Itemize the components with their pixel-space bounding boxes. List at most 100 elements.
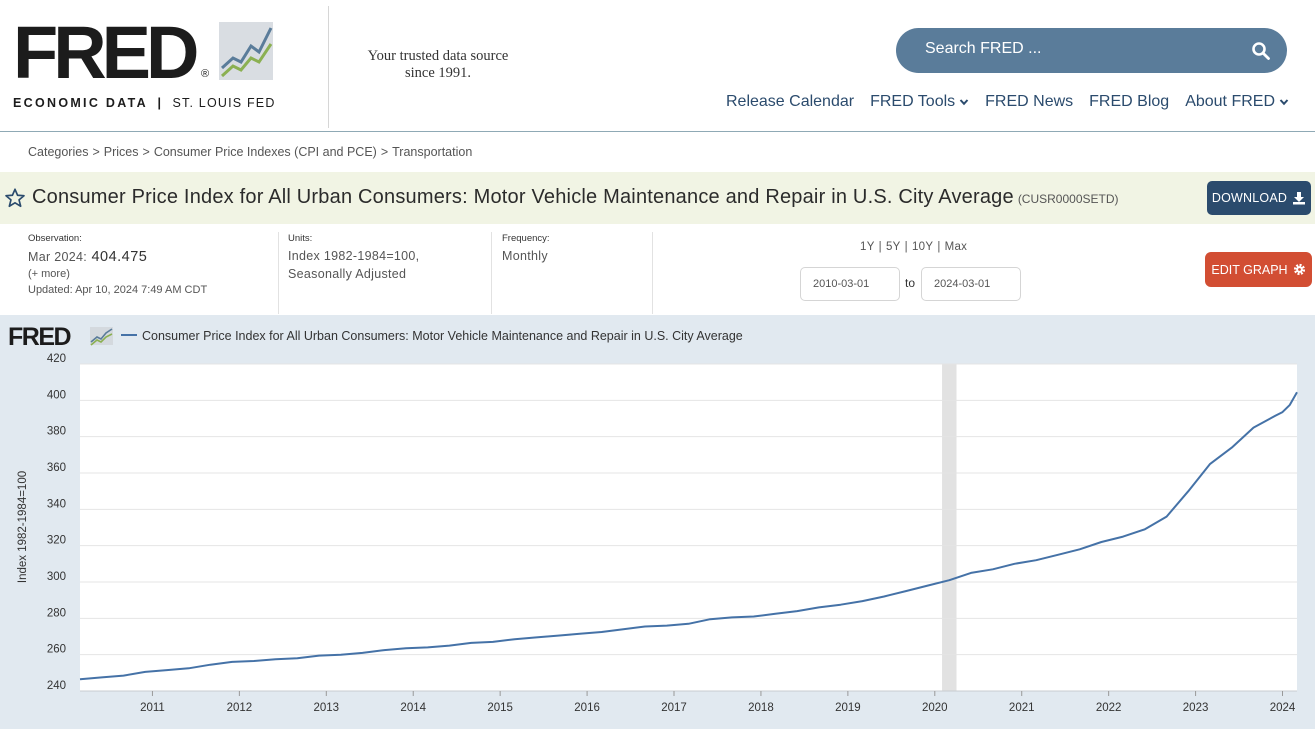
chart-logo-icon bbox=[90, 327, 113, 346]
gridlines bbox=[80, 363, 1297, 656]
range-links: 1Y | 5Y | 10Y | Max bbox=[860, 241, 967, 253]
chart-legend: Consumer Price Index for All Urban Consu… bbox=[121, 329, 743, 343]
nav-item-fred-news[interactable]: FRED News bbox=[985, 93, 1073, 111]
y-tick-label: 400 bbox=[47, 389, 66, 401]
y-axis-ticks: 240 260 280 300 320 340 360 380 400 420 bbox=[47, 353, 66, 692]
meta-divider bbox=[652, 232, 653, 314]
y-tick-label: 340 bbox=[47, 498, 66, 510]
x-axis-ticks: 2011 2012 2013 2014 2015 2016 2017 2018 2019 2020… bbox=[80, 690, 1297, 714]
tagline-line-1: Your trusted data source bbox=[367, 48, 509, 64]
chart-logo: FRED bbox=[8, 323, 113, 351]
search-input[interactable]: Search FRED ... bbox=[925, 40, 1042, 57]
x-tick-label: 2022 bbox=[1096, 702, 1122, 714]
observation-value: 404.475 bbox=[91, 249, 148, 265]
x-tick-label: 2019 bbox=[835, 702, 861, 714]
recession-shading bbox=[942, 364, 957, 691]
search-icon[interactable] bbox=[1251, 41, 1271, 61]
x-tick-label: 2015 bbox=[487, 702, 513, 714]
x-tick-label: 2014 bbox=[400, 702, 426, 714]
chart-area[interactable]: FRED Consumer Price Index for All Urban … bbox=[0, 315, 1315, 729]
x-tick-label: 2023 bbox=[1183, 702, 1209, 714]
series-id: (CUSR0000SETD) bbox=[1017, 192, 1119, 206]
breadcrumb-item[interactable]: Categories bbox=[28, 145, 89, 159]
frequency-value: Monthly bbox=[502, 249, 548, 263]
nav-item-label: FRED Tools bbox=[870, 93, 956, 110]
download-icon bbox=[1293, 192, 1306, 205]
y-axis-label: Index 1982-1984=100 bbox=[17, 471, 29, 583]
logo-wordmark: FRED bbox=[13, 11, 199, 94]
series-line-0[interactable] bbox=[79, 391, 1298, 681]
nav-item-label: About FRED bbox=[1185, 93, 1275, 110]
y-tick-label: 280 bbox=[47, 607, 66, 619]
observation-label: Observation: bbox=[28, 233, 82, 244]
logo-subtitle: ECONOMIC DATA | ST. LOUIS FED bbox=[13, 96, 276, 110]
x-tick-label: 2024 bbox=[1270, 702, 1296, 714]
y-tick-label: 360 bbox=[47, 462, 66, 474]
logo-chart-icon bbox=[219, 22, 273, 80]
breadcrumb-item[interactable]: Transportation bbox=[392, 145, 473, 159]
nav-item-about-fred[interactable]: About FRED bbox=[1185, 93, 1289, 111]
observation-line: Mar 2024: 404.475 bbox=[28, 248, 207, 266]
units-label: Units: bbox=[288, 233, 313, 244]
updated-timestamp: Updated: Apr 10, 2024 7:49 AM CDT bbox=[28, 284, 208, 296]
meta-divider bbox=[278, 232, 279, 314]
y-tick-label: 300 bbox=[47, 571, 66, 583]
nav-item-fred-tools[interactable]: FRED Tools bbox=[870, 93, 969, 111]
y-tick-label: 380 bbox=[47, 426, 66, 438]
site-header: FRED ® ECONOMIC DATA | ST. LOUIS FED You… bbox=[0, 0, 1315, 132]
chevron-down-icon bbox=[959, 99, 969, 106]
tagline-line-2: since 1991. bbox=[404, 65, 472, 81]
chart-svg[interactable]: FRED Consumer Price Index for All Urban … bbox=[0, 315, 1315, 729]
series-title: Consumer Price Index for All Urban Consu… bbox=[32, 186, 1119, 209]
breadcrumb-separator: > bbox=[380, 145, 389, 159]
nav-item-release-calendar[interactable]: Release Calendar bbox=[726, 93, 854, 111]
breadcrumb-item[interactable]: Prices bbox=[103, 145, 139, 159]
end-date-input[interactable]: 2024-03-01 bbox=[921, 267, 1021, 301]
units-block: Units: Index 1982-1984=100, Seasonally A… bbox=[288, 233, 419, 283]
breadcrumb-separator: > bbox=[142, 145, 150, 159]
range-link-max[interactable]: Max bbox=[944, 241, 968, 253]
y-tick-label: 260 bbox=[47, 644, 66, 656]
date-to-label: to bbox=[905, 276, 916, 290]
range-link-1y[interactable]: 1Y bbox=[860, 241, 875, 253]
start-date-input[interactable]: 2010-03-01 bbox=[800, 267, 900, 301]
header-divider bbox=[328, 6, 329, 128]
nav-item-label: Release Calendar bbox=[726, 93, 855, 110]
breadcrumb-item[interactable]: Consumer Price Indexes (CPI and PCE) bbox=[153, 145, 377, 159]
y-tick-label: 320 bbox=[47, 535, 66, 547]
main-nav: Release Calendar FRED Tools FRED News FRED … bbox=[726, 93, 1289, 111]
y-tick-label: 420 bbox=[47, 353, 66, 365]
frequency-block: Frequency: Monthly bbox=[502, 233, 550, 265]
range-separator: | bbox=[937, 241, 941, 253]
range-link-10y[interactable]: 10Y bbox=[911, 241, 934, 253]
chevron-down-icon bbox=[1279, 99, 1289, 106]
logo-economic-data: ECONOMIC DATA bbox=[13, 96, 148, 110]
y-tick-label: 240 bbox=[47, 680, 66, 692]
series-lines[interactable] bbox=[79, 391, 1298, 681]
x-tick-label: 2017 bbox=[661, 702, 687, 714]
range-separator: | bbox=[878, 241, 882, 253]
legend-label: Consumer Price Index for All Urban Consu… bbox=[142, 329, 743, 343]
x-tick-label: 2013 bbox=[314, 702, 340, 714]
fred-logo[interactable]: FRED ® ECONOMIC DATA | ST. LOUIS FED bbox=[13, 11, 293, 118]
logo-registered-mark: ® bbox=[201, 68, 210, 80]
download-button[interactable]: DOWNLOAD bbox=[1207, 181, 1311, 215]
x-tick-label: 2016 bbox=[574, 702, 600, 714]
nav-item-fred-blog[interactable]: FRED Blog bbox=[1089, 93, 1169, 111]
observation-block: Observation: Mar 2024: 404.475 (+ more) … bbox=[28, 233, 207, 296]
range-link-5y[interactable]: 5Y bbox=[885, 241, 901, 253]
x-tick-label: 2021 bbox=[1009, 702, 1035, 714]
star-icon[interactable] bbox=[4, 187, 26, 209]
gear-icon bbox=[1293, 263, 1305, 276]
nav-item-label: FRED News bbox=[985, 93, 1074, 110]
recession-band bbox=[942, 364, 957, 691]
chart-logo-text: FRED bbox=[8, 323, 71, 351]
frequency-label: Frequency: bbox=[502, 233, 550, 244]
units-line-2: Seasonally Adjusted bbox=[288, 267, 407, 281]
edit-graph-button[interactable]: EDIT GRAPH bbox=[1205, 252, 1312, 287]
x-tick-label: 2018 bbox=[748, 702, 774, 714]
search-bar[interactable]: Search FRED ... bbox=[896, 28, 1287, 73]
plot-background bbox=[80, 364, 1297, 691]
more-observations-link[interactable]: (+ more) bbox=[28, 268, 70, 280]
tagline: Your trusted data source since 1991. bbox=[350, 48, 526, 82]
